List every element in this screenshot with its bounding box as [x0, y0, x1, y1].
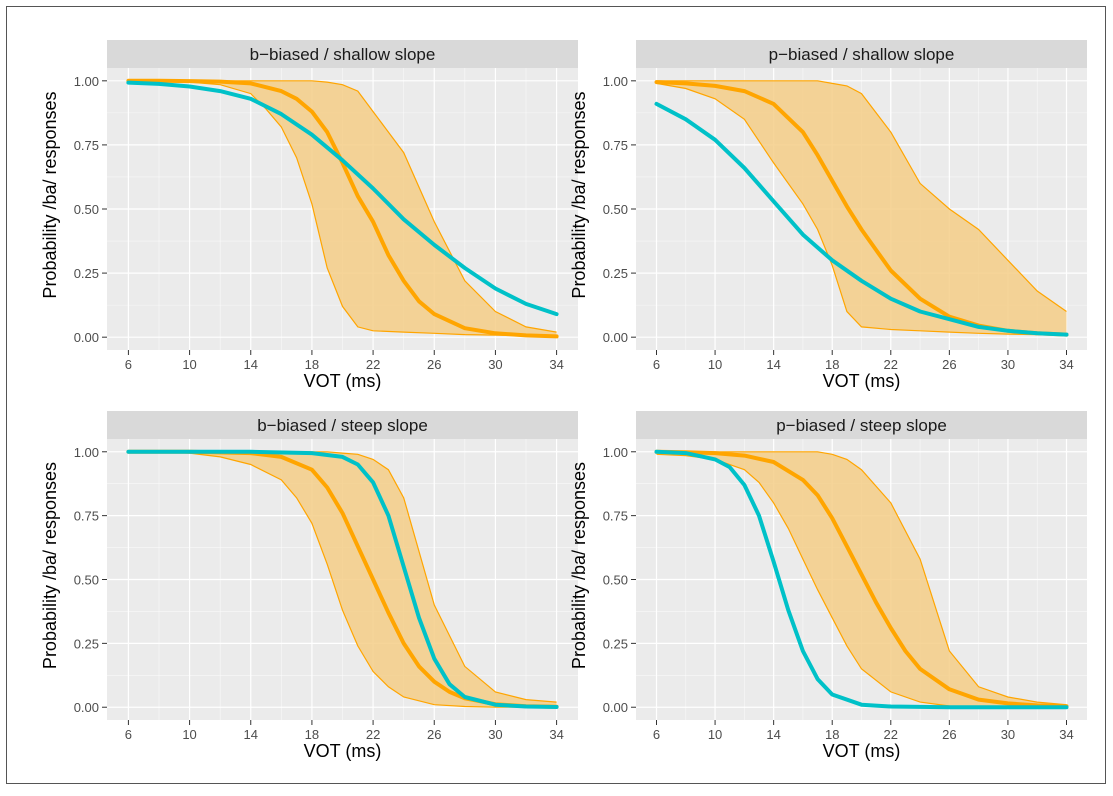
- model-ci-band: [128, 80, 557, 336]
- x-tick-label: 6: [653, 357, 660, 372]
- model-ci-upper: [656, 80, 1067, 312]
- model-ci-lower: [128, 451, 557, 708]
- y-tick-label: 0.25: [603, 266, 628, 281]
- model-ci-band: [128, 451, 557, 708]
- x-tick-label: 22: [884, 357, 898, 372]
- data-curve: [654, 449, 1069, 710]
- x-tick-label: 26: [942, 357, 956, 372]
- x-tick-label: 26: [942, 727, 956, 742]
- x-axis-title: VOT (ms): [823, 741, 901, 761]
- x-tick-label: 6: [653, 727, 660, 742]
- y-tick-label: 0.25: [603, 636, 628, 651]
- y-axis-title: Probability /ba/ responses: [40, 462, 60, 669]
- data-curve: [654, 101, 1069, 337]
- x-tick-label: 18: [305, 357, 319, 372]
- x-tick-label: 14: [244, 727, 258, 742]
- y-tick-label: 0.75: [74, 509, 99, 524]
- y-tick-label: 0.00: [603, 700, 628, 715]
- panel-2: p−biased / shallow slope 0.00 0.25 0.50 0.75…: [569, 40, 1087, 391]
- x-tick-label: 14: [766, 357, 780, 372]
- x-axis-title: VOT (ms): [304, 741, 382, 761]
- x-tick-label: 10: [708, 727, 722, 742]
- x-tick-label: 14: [766, 727, 780, 742]
- y-tick-label: 0.75: [74, 138, 99, 153]
- data-curve: [126, 80, 559, 317]
- x-tick-label: 26: [427, 727, 441, 742]
- facet-strip: [636, 411, 1087, 439]
- y-tick-label: 1.00: [74, 74, 99, 89]
- model-curve: [126, 78, 559, 339]
- x-tick-label: 22: [366, 357, 380, 372]
- x-tick-label: 18: [825, 727, 839, 742]
- facet-title: b−biased / shallow slope: [250, 45, 436, 64]
- x-tick-label: 10: [182, 357, 196, 372]
- y-tick-label: 1.00: [603, 74, 628, 89]
- x-tick-label: 18: [305, 727, 319, 742]
- y-axis-title: Probability /ba/ responses: [569, 462, 589, 669]
- y-axis-title: Probability /ba/ responses: [569, 91, 589, 298]
- x-tick-label: 10: [708, 357, 722, 372]
- facet-strip: [107, 40, 578, 68]
- y-tick-label: 0.50: [603, 573, 628, 588]
- x-tick-label: 34: [1059, 357, 1073, 372]
- facet-strip: [636, 40, 1087, 68]
- x-tick-label: 6: [125, 357, 132, 372]
- x-tick-label: 30: [1001, 727, 1015, 742]
- x-tick-label: 22: [366, 727, 380, 742]
- x-tick-label: 26: [427, 357, 441, 372]
- x-tick-label: 34: [549, 357, 563, 372]
- model-ci-upper: [656, 451, 1067, 706]
- y-tick-label: 1.00: [603, 445, 628, 460]
- model-ci-band: [656, 451, 1067, 708]
- y-tick-label: 0.50: [74, 202, 99, 217]
- x-tick-label: 30: [488, 357, 502, 372]
- y-tick-label: 0.00: [603, 330, 628, 345]
- y-tick-label: 0.25: [74, 636, 99, 651]
- facet-strip: [107, 411, 578, 439]
- y-axis-title: Probability /ba/ responses: [40, 91, 60, 298]
- y-tick-label: 0.75: [603, 509, 628, 524]
- y-tick-label: 1.00: [74, 445, 99, 460]
- model-ci-band: [656, 80, 1067, 335]
- x-tick-label: 30: [1001, 357, 1015, 372]
- facet-title: p−biased / shallow slope: [769, 45, 955, 64]
- x-tick-label: 30: [488, 727, 502, 742]
- panel-3: b−biased / steep slope 0.00 0.25 0.50 0.75 1.…: [40, 411, 578, 761]
- figure-border: [6, 6, 1106, 784]
- facet-title: b−biased / steep slope: [257, 416, 428, 435]
- x-tick-label: 22: [884, 727, 898, 742]
- x-tick-label: 18: [825, 357, 839, 372]
- y-tick-label: 0.00: [74, 700, 99, 715]
- x-tick-label: 34: [1059, 727, 1073, 742]
- x-tick-label: 10: [182, 727, 196, 742]
- y-tick-label: 0.50: [603, 202, 628, 217]
- x-tick-label: 6: [125, 727, 132, 742]
- y-tick-label: 0.50: [74, 573, 99, 588]
- model-ci-lower: [128, 80, 557, 337]
- panel-4: p−biased / steep slope 0.00 0.25 0.50 0.75 1.…: [569, 411, 1087, 761]
- y-tick-label: 0.25: [74, 266, 99, 281]
- x-axis-title: VOT (ms): [823, 371, 901, 391]
- x-tick-label: 14: [244, 357, 258, 372]
- y-tick-label: 0.00: [74, 330, 99, 345]
- y-tick-label: 0.75: [603, 138, 628, 153]
- panel-1: b−biased / shallow slope 0.00 0.25 0.50 0.75…: [40, 40, 578, 391]
- model-ci-lower: [656, 82, 1067, 336]
- x-tick-label: 34: [549, 727, 563, 742]
- data-curve: [126, 449, 559, 709]
- model-curve: [654, 449, 1069, 709]
- x-axis-title: VOT (ms): [304, 371, 382, 391]
- facet-title: p−biased / steep slope: [776, 416, 947, 435]
